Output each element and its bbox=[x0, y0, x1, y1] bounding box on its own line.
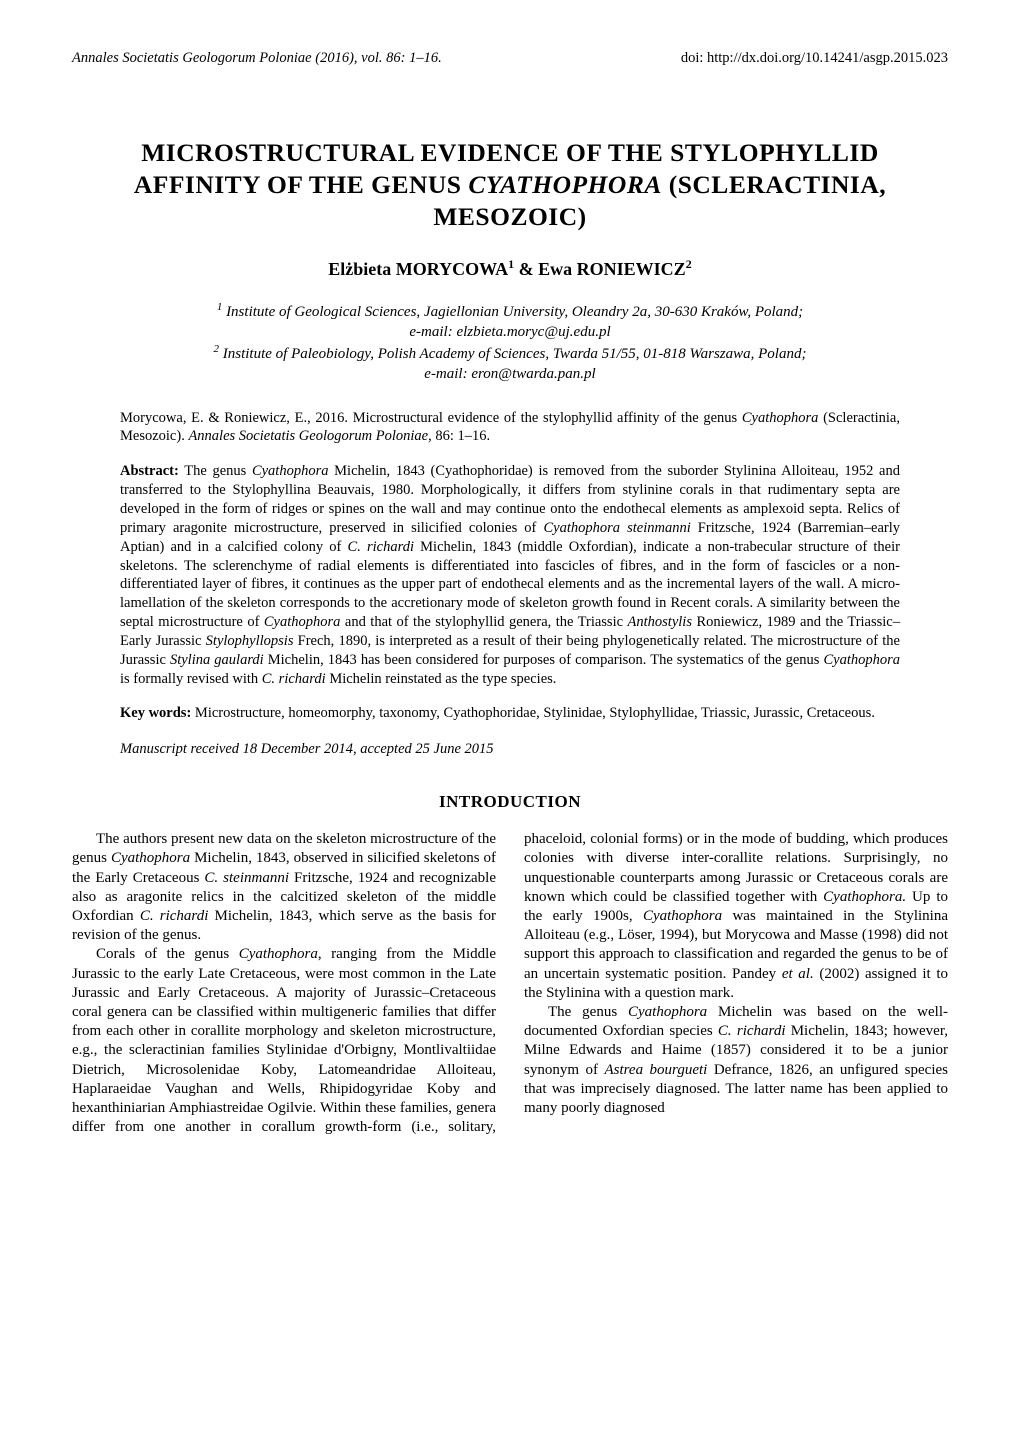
running-header: Annales Societatis Geologorum Poloniae (… bbox=[72, 50, 948, 67]
affiliations: 1 Institute of Geological Sciences, Jagi… bbox=[122, 300, 898, 385]
body-paragraph: The genus Cyathophora Michelin was based… bbox=[524, 1003, 948, 1118]
keywords-label: Key words: bbox=[120, 705, 191, 721]
authors: Elżbieta MORYCOWA1 & Ewa RONIEWICZ2 bbox=[72, 257, 948, 280]
abstract-body: The genus Cyathophora Michelin, 1843 (Cy… bbox=[120, 463, 900, 686]
body-paragraph: The authors present new data on the skel… bbox=[72, 830, 496, 945]
doi: doi: http://dx.doi.org/10.14241/asgp.201… bbox=[681, 50, 948, 67]
body-columns: The authors present new data on the skel… bbox=[72, 830, 948, 1137]
article-title: MICROSTRUCTURAL EVIDENCE OF THE STYLOPHY… bbox=[82, 137, 938, 233]
page: Annales Societatis Geologorum Poloniae (… bbox=[0, 0, 1020, 1442]
keywords-text: Microstructure, homeomorphy, taxonomy, C… bbox=[195, 705, 875, 721]
citation: Morycowa, E. & Roniewicz, E., 2016. Micr… bbox=[120, 409, 900, 447]
section-heading-introduction: INTRODUCTION bbox=[72, 792, 948, 812]
abstract-label: Abstract: bbox=[120, 463, 179, 479]
keywords: Key words: Microstructure, homeomorphy, … bbox=[120, 704, 900, 723]
abstract: Abstract: The genus Cyathophora Michelin… bbox=[120, 462, 900, 688]
journal-reference: Annales Societatis Geologorum Poloniae (… bbox=[72, 50, 442, 67]
manuscript-dates: Manuscript received 18 December 2014, ac… bbox=[120, 741, 900, 758]
